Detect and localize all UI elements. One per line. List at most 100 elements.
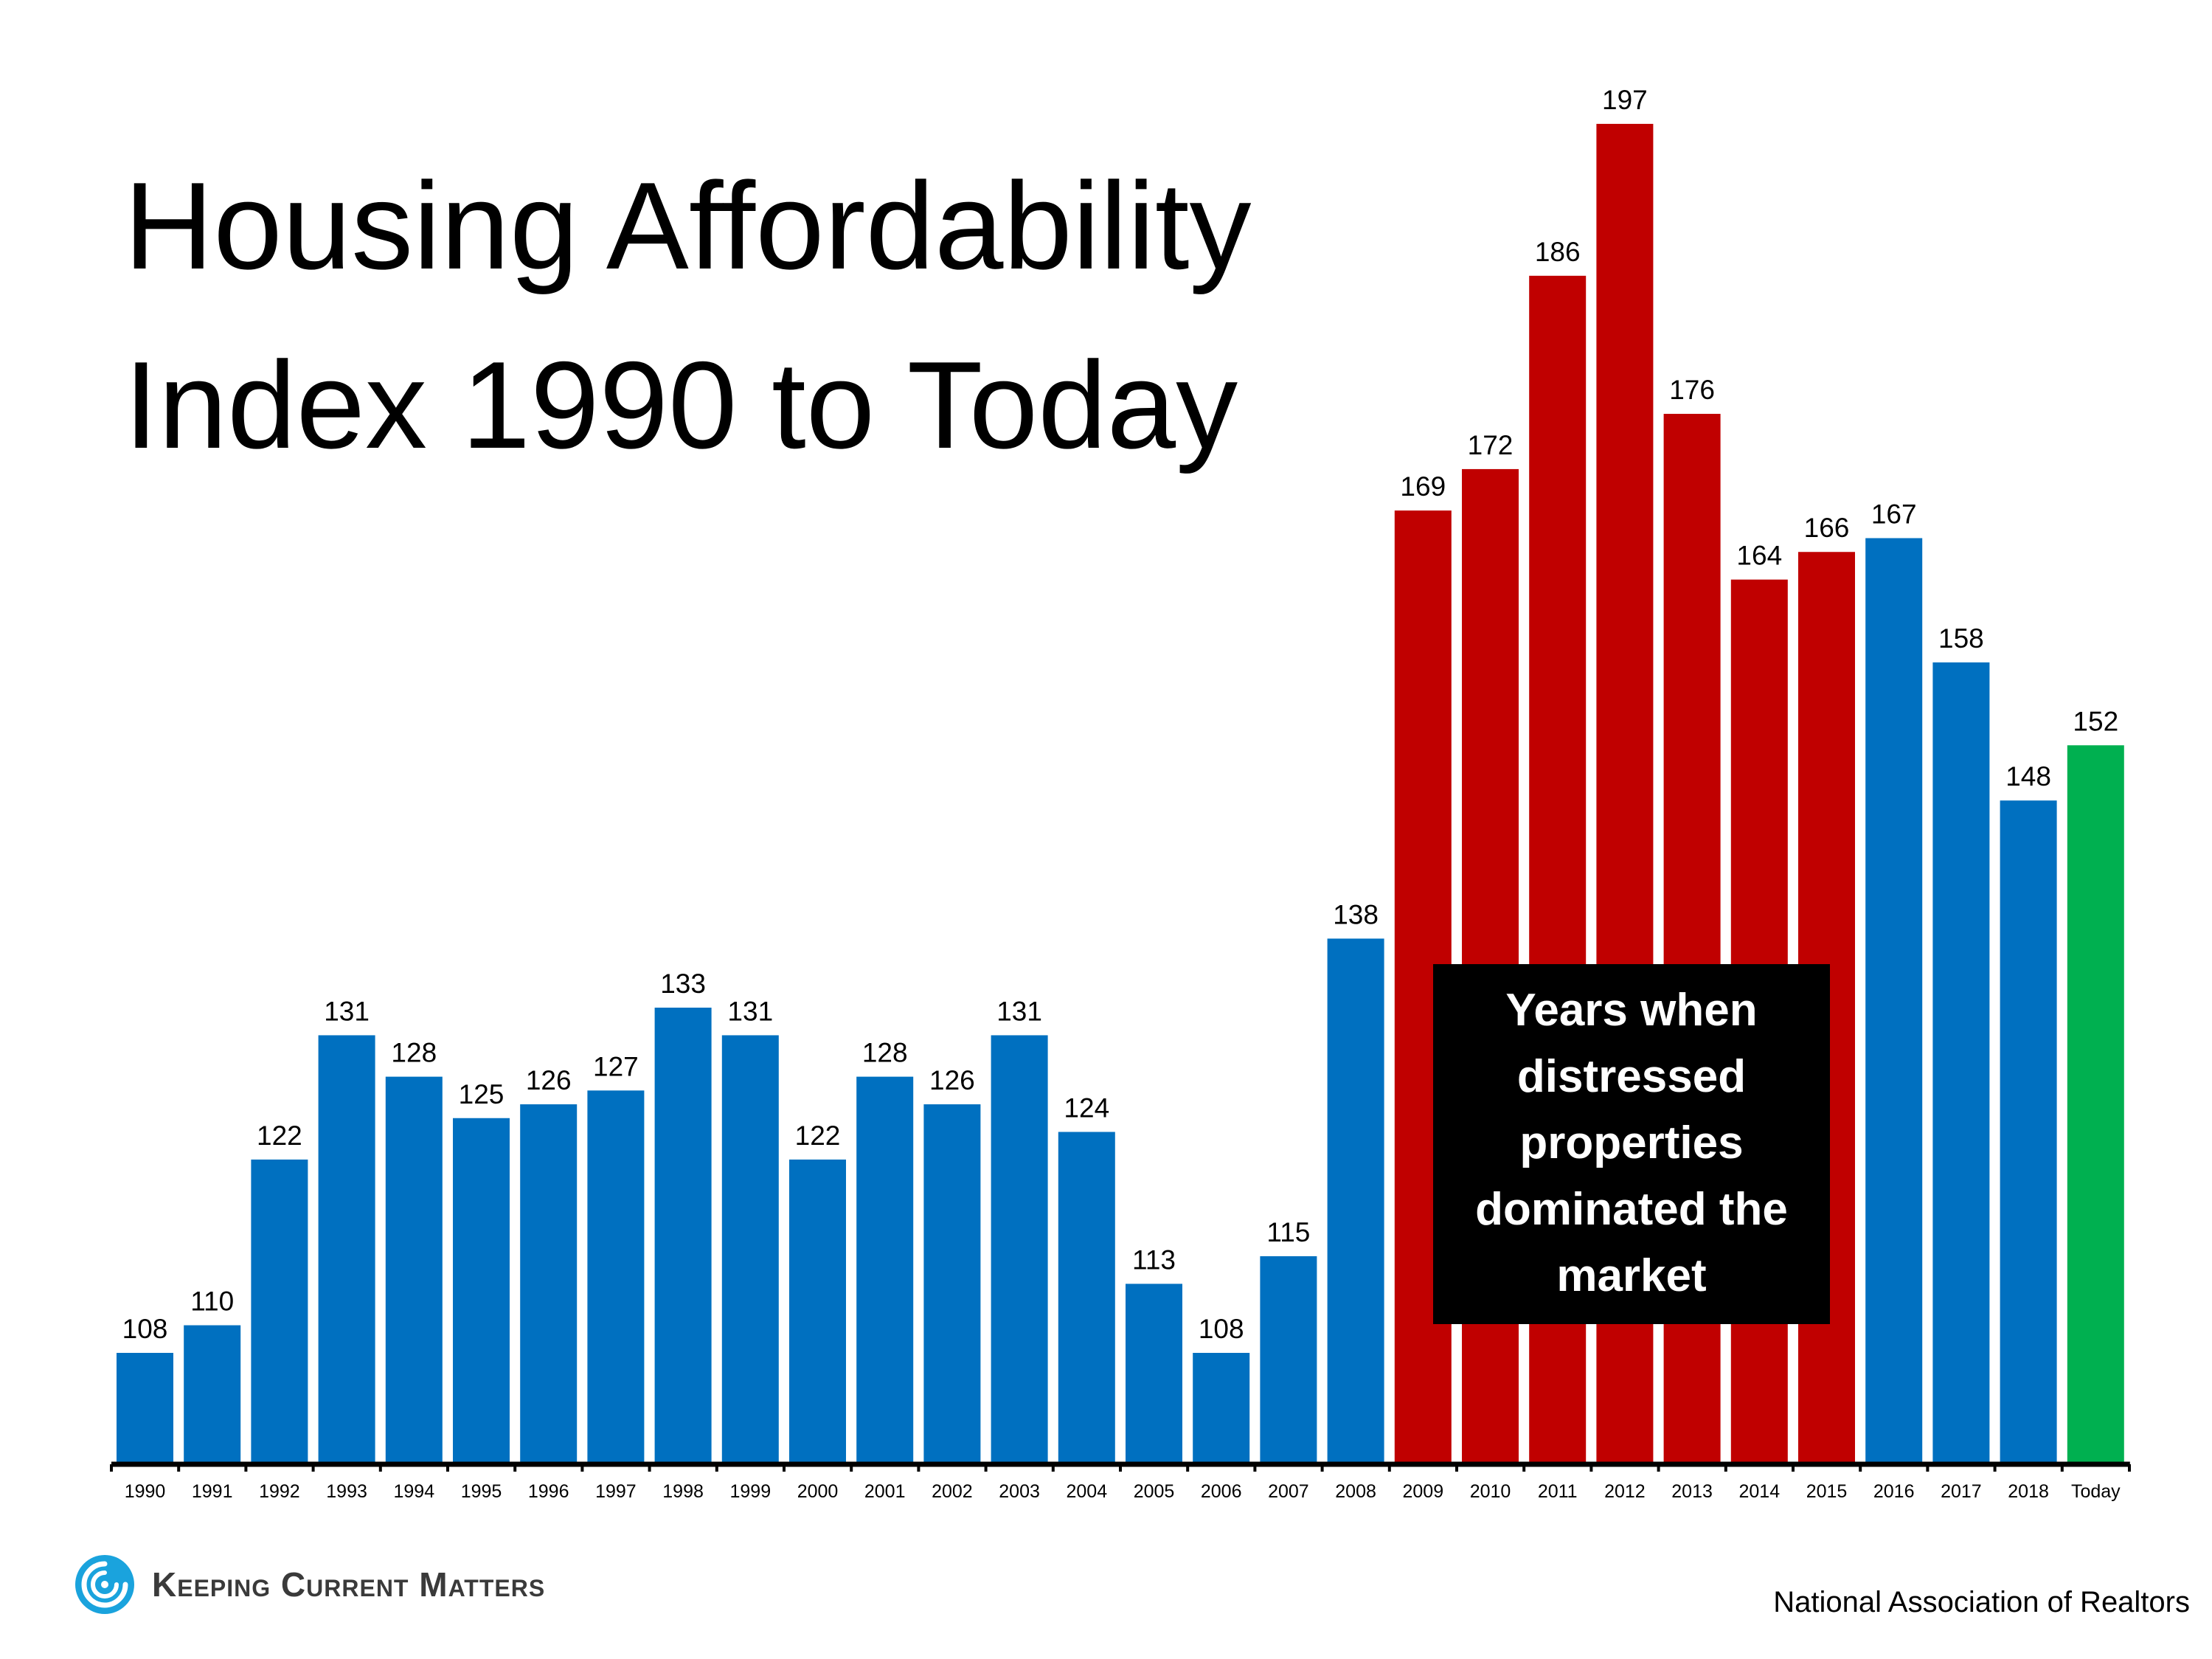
value-label-2003: 131 — [996, 996, 1042, 1026]
bar-1991 — [184, 1325, 241, 1464]
value-label-1995: 125 — [459, 1079, 505, 1109]
value-label-1994: 128 — [391, 1038, 437, 1068]
value-label-2016: 167 — [1871, 499, 1917, 530]
x-tick-label-2013: 2013 — [1671, 1481, 1713, 1502]
bar-2006 — [1193, 1353, 1250, 1464]
bar-2008 — [1327, 938, 1384, 1464]
chart-title-line-2: Index 1990 to Today — [124, 336, 1238, 474]
value-label-2001: 128 — [862, 1038, 908, 1068]
bar-2007 — [1260, 1255, 1317, 1464]
bar-2017 — [1932, 662, 1990, 1464]
x-tick-label-2014: 2014 — [1738, 1481, 1780, 1502]
bar-2001 — [856, 1076, 914, 1464]
x-tick-label-2007: 2007 — [1268, 1481, 1309, 1502]
bar-1998 — [654, 1008, 712, 1464]
x-tick-label-1999: 1999 — [729, 1481, 771, 1502]
x-tick-label-1994: 1994 — [393, 1481, 434, 1502]
value-label-1992: 122 — [257, 1121, 302, 1151]
chart-title-line-1: Housing Affordability — [124, 156, 1252, 295]
value-label-1999: 131 — [727, 996, 773, 1026]
value-label-2012: 197 — [1602, 85, 1648, 115]
bar-2000 — [789, 1159, 846, 1464]
x-tick-label-2005: 2005 — [1134, 1481, 1175, 1502]
x-tick-label-2010: 2010 — [1470, 1481, 1511, 1502]
value-label-2004: 124 — [1064, 1092, 1109, 1123]
x-tick-label-1991: 1991 — [192, 1481, 233, 1502]
x-tick-label-1992: 1992 — [259, 1481, 300, 1502]
bar-1994 — [385, 1076, 443, 1464]
x-tick-label-1998: 1998 — [662, 1481, 704, 1502]
x-tick-labels-group: 1990 1991 1992 1993 1994 1995 1996 1997 1998 1999… — [125, 1481, 2121, 1502]
x-tick-label-today: Today — [2071, 1481, 2121, 1502]
value-label-2011: 186 — [1535, 237, 1581, 267]
bar-2005 — [1126, 1284, 1182, 1464]
x-tick-label-2003: 2003 — [999, 1481, 1040, 1502]
x-tick-label-2001: 2001 — [864, 1481, 906, 1502]
bar-today — [2067, 745, 2124, 1464]
bar-1993 — [318, 1035, 375, 1464]
x-tick-label-2015: 2015 — [1806, 1481, 1848, 1502]
x-tick-label-1996: 1996 — [528, 1481, 569, 1502]
logo-text: Keeping Current Matters — [152, 1565, 546, 1604]
x-tick-label-2008: 2008 — [1335, 1481, 1376, 1502]
value-label-2005: 113 — [1132, 1244, 1176, 1275]
bar-1999 — [721, 1035, 779, 1464]
value-label-1990: 108 — [122, 1314, 168, 1344]
bar-1992 — [251, 1159, 308, 1464]
value-label-2015: 166 — [1804, 513, 1850, 543]
value-label-2010: 172 — [1468, 430, 1514, 460]
value-label-1997: 127 — [593, 1051, 639, 1081]
value-label-1991: 110 — [190, 1286, 234, 1317]
x-tick-label-2018: 2018 — [2008, 1481, 2049, 1502]
x-tick-label-1990: 1990 — [125, 1481, 166, 1502]
value-label-1993: 131 — [324, 996, 370, 1026]
distressed-years-callout: Years when distressed properties dominat… — [1433, 964, 1830, 1324]
value-label-2000: 122 — [795, 1121, 841, 1151]
bar-2004 — [1058, 1132, 1115, 1464]
x-tick-label-1995: 1995 — [461, 1481, 502, 1502]
value-label-2014: 164 — [1736, 541, 1782, 571]
value-label-2013: 176 — [1669, 375, 1715, 405]
callout-line-5: market — [1556, 1250, 1707, 1301]
keeping-current-matters-logo: Keeping Current Matters — [74, 1554, 545, 1615]
bar-1997 — [587, 1090, 645, 1464]
bar-1990 — [117, 1353, 173, 1464]
source-credit: National Association of Realtors — [1773, 1586, 2190, 1618]
value-label-2006: 108 — [1199, 1314, 1244, 1344]
value-label-1996: 126 — [526, 1065, 572, 1095]
value-label-2002: 126 — [929, 1065, 975, 1095]
bar-2002 — [923, 1104, 981, 1464]
value-label-1998: 133 — [660, 969, 706, 999]
chart-title: Housing Affordability Index 1990 to Toda… — [124, 136, 1252, 495]
x-tick-label-1997: 1997 — [595, 1481, 637, 1502]
x-tick-label-2006: 2006 — [1201, 1481, 1242, 1502]
bar-1996 — [520, 1104, 578, 1464]
bar-2018 — [2000, 800, 2057, 1464]
value-label-today: 152 — [2073, 706, 2118, 736]
x-tick-label-2012: 2012 — [1604, 1481, 1646, 1502]
x-tick-label-1993: 1993 — [326, 1481, 367, 1502]
x-tick-label-2002: 2002 — [932, 1481, 973, 1502]
callout-line-3: properties — [1519, 1118, 1744, 1168]
x-tick-label-2016: 2016 — [1873, 1481, 1915, 1502]
callout-line-1: Years when — [1505, 985, 1758, 1036]
callout-line-2: distressed — [1516, 1051, 1747, 1102]
x-tick-label-2000: 2000 — [797, 1481, 839, 1502]
bar-2016 — [1865, 538, 1923, 1464]
x-tick-label-2017: 2017 — [1941, 1481, 1982, 1502]
value-label-2009: 169 — [1400, 471, 1446, 502]
value-label-2018: 148 — [2005, 761, 2051, 792]
bars-group — [117, 123, 2124, 1465]
x-tick-label-2011: 2011 — [1538, 1481, 1578, 1502]
callout-line-4: dominated the — [1475, 1184, 1788, 1235]
value-labels-group: 108 110 122 131 128 125 126 127 133 131 122 128 126 1… — [122, 85, 2119, 1344]
value-label-2008: 138 — [1333, 899, 1379, 929]
x-axis-ticks-group — [110, 1464, 2131, 1472]
x-tick-label-2004: 2004 — [1066, 1481, 1107, 1502]
bar-2003 — [991, 1035, 1048, 1464]
value-label-2017: 158 — [1938, 623, 1984, 654]
value-label-2007: 115 — [1266, 1217, 1310, 1247]
swirl-logo-icon — [75, 1555, 134, 1614]
bar-1995 — [453, 1118, 510, 1464]
